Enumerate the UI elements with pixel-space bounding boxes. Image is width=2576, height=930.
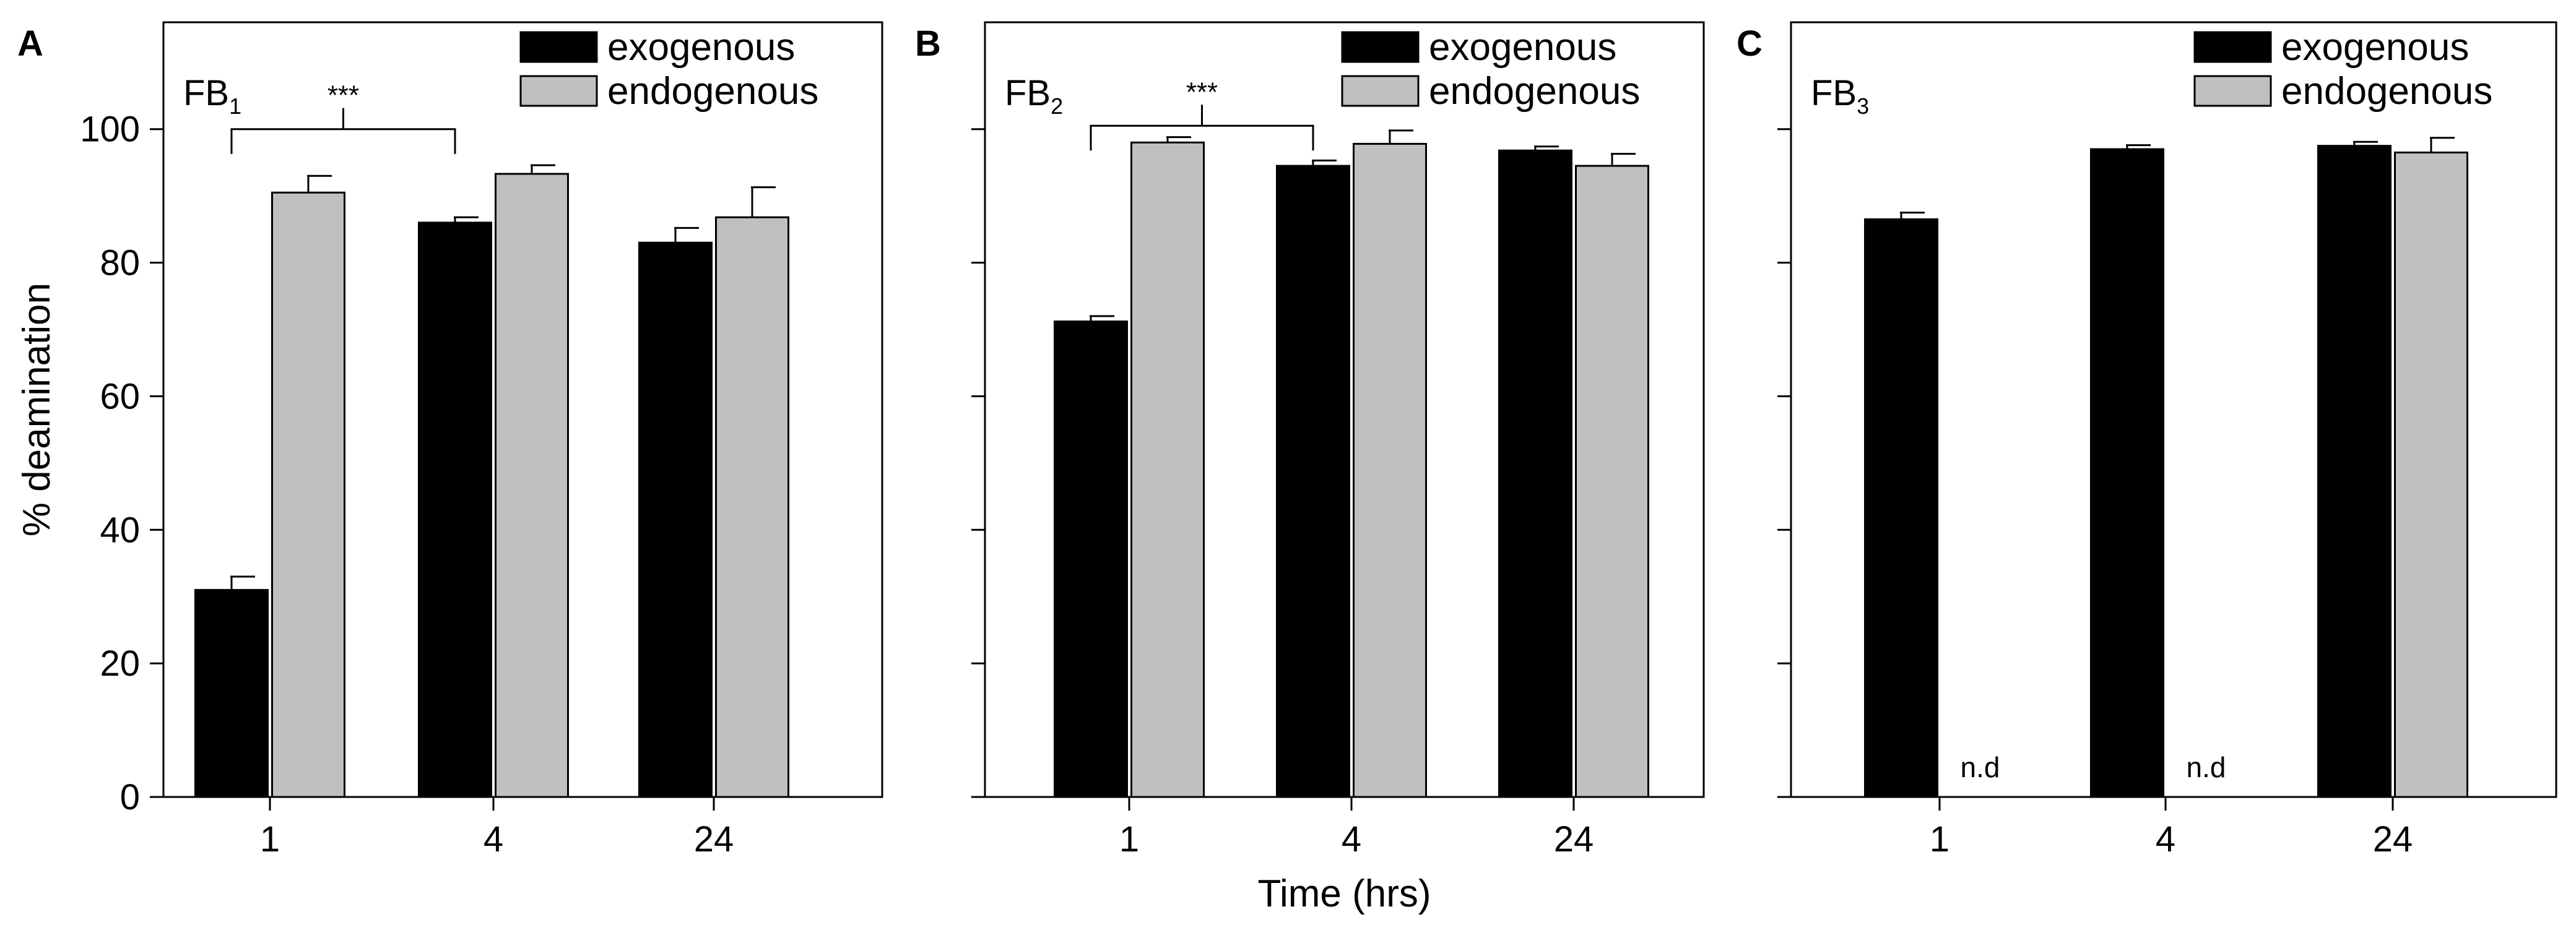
legend-label-exogenous: exogenous [2281, 26, 2469, 69]
bar-endogenous-1 [1130, 141, 1205, 798]
bar-exogenous-4 [1276, 165, 1350, 798]
bar-exogenous-1 [194, 588, 269, 798]
x-tick-label: 24 [1554, 819, 1594, 859]
legend-label-endogenous: endogenous [607, 70, 818, 113]
x-tick-label: 24 [2373, 819, 2413, 859]
legend-label-endogenous: endogenous [1429, 70, 1640, 113]
bar-exogenous-1 [1864, 218, 1938, 798]
x-tick-label: 4 [484, 819, 503, 859]
bar-endogenous-4 [1353, 142, 1427, 798]
x-tick-label: 1 [1930, 819, 1949, 859]
bar-endogenous-1 [271, 191, 345, 798]
bar-endogenous-24 [715, 216, 789, 798]
panel-title-subscript: 2 [1051, 93, 1063, 119]
y-tick-label: 20 [100, 644, 140, 684]
legend-label-endogenous: endogenous [2281, 70, 2492, 113]
x-tick-label: 1 [1119, 819, 1139, 859]
bar-endogenous-4 [495, 173, 569, 798]
x-tick-label: 4 [1342, 819, 1361, 859]
legend-label-exogenous: exogenous [607, 26, 795, 69]
panel-letter: B [915, 24, 941, 64]
panel-title-main: FB [1005, 73, 1051, 113]
y-tick-label: 40 [100, 510, 140, 550]
panel-title: FB3 [1811, 73, 1869, 119]
y-tick-label: 80 [100, 243, 140, 283]
bar-exogenous-4 [2090, 148, 2164, 798]
x-tick-label: 1 [260, 819, 280, 859]
panel-title-main: FB [183, 73, 229, 113]
bar-endogenous-24 [1575, 165, 1649, 798]
legend-swatch-endogenous [519, 75, 598, 107]
x-axis-title: Time (hrs) [1257, 872, 1431, 915]
legend-label-exogenous: exogenous [1429, 26, 1616, 69]
panel-title-main: FB [1811, 73, 1857, 113]
panel-title-subscript: 3 [1857, 93, 1869, 119]
legend-swatch-exogenous [1341, 31, 1420, 63]
panel-letter: C [1737, 24, 1763, 64]
bar-exogenous-4 [418, 222, 492, 798]
significance-bracket [230, 128, 456, 154]
legend-swatch-exogenous [519, 31, 598, 63]
not-detected-label: n.d [1961, 751, 2000, 783]
legend-swatch-endogenous [2193, 75, 2272, 107]
bar-endogenous-24 [2394, 151, 2468, 798]
panel-title: FB2 [1005, 73, 1063, 119]
bar-exogenous-24 [2317, 145, 2392, 798]
y-tick-label: 0 [120, 777, 140, 817]
x-tick-label: 24 [694, 819, 734, 859]
not-detected-label: n.d [2187, 751, 2226, 783]
legend-swatch-endogenous [1341, 75, 1420, 107]
x-tick-label: 4 [2156, 819, 2175, 859]
plot-frame [1790, 21, 2557, 798]
bar-exogenous-1 [1054, 321, 1128, 798]
y-tick-label: 100 [80, 110, 140, 150]
panel-letter: A [17, 24, 43, 64]
bar-exogenous-24 [638, 241, 713, 798]
y-axis-title: % deamination [15, 283, 58, 536]
panel-title-subscript: 1 [229, 93, 241, 119]
significance-label: *** [1186, 77, 1218, 107]
panel-title: FB1 [183, 73, 241, 119]
significance-label: *** [327, 80, 359, 111]
bar-exogenous-24 [1498, 149, 1572, 798]
legend-swatch-exogenous [2193, 31, 2272, 63]
y-tick-label: 60 [100, 376, 140, 416]
